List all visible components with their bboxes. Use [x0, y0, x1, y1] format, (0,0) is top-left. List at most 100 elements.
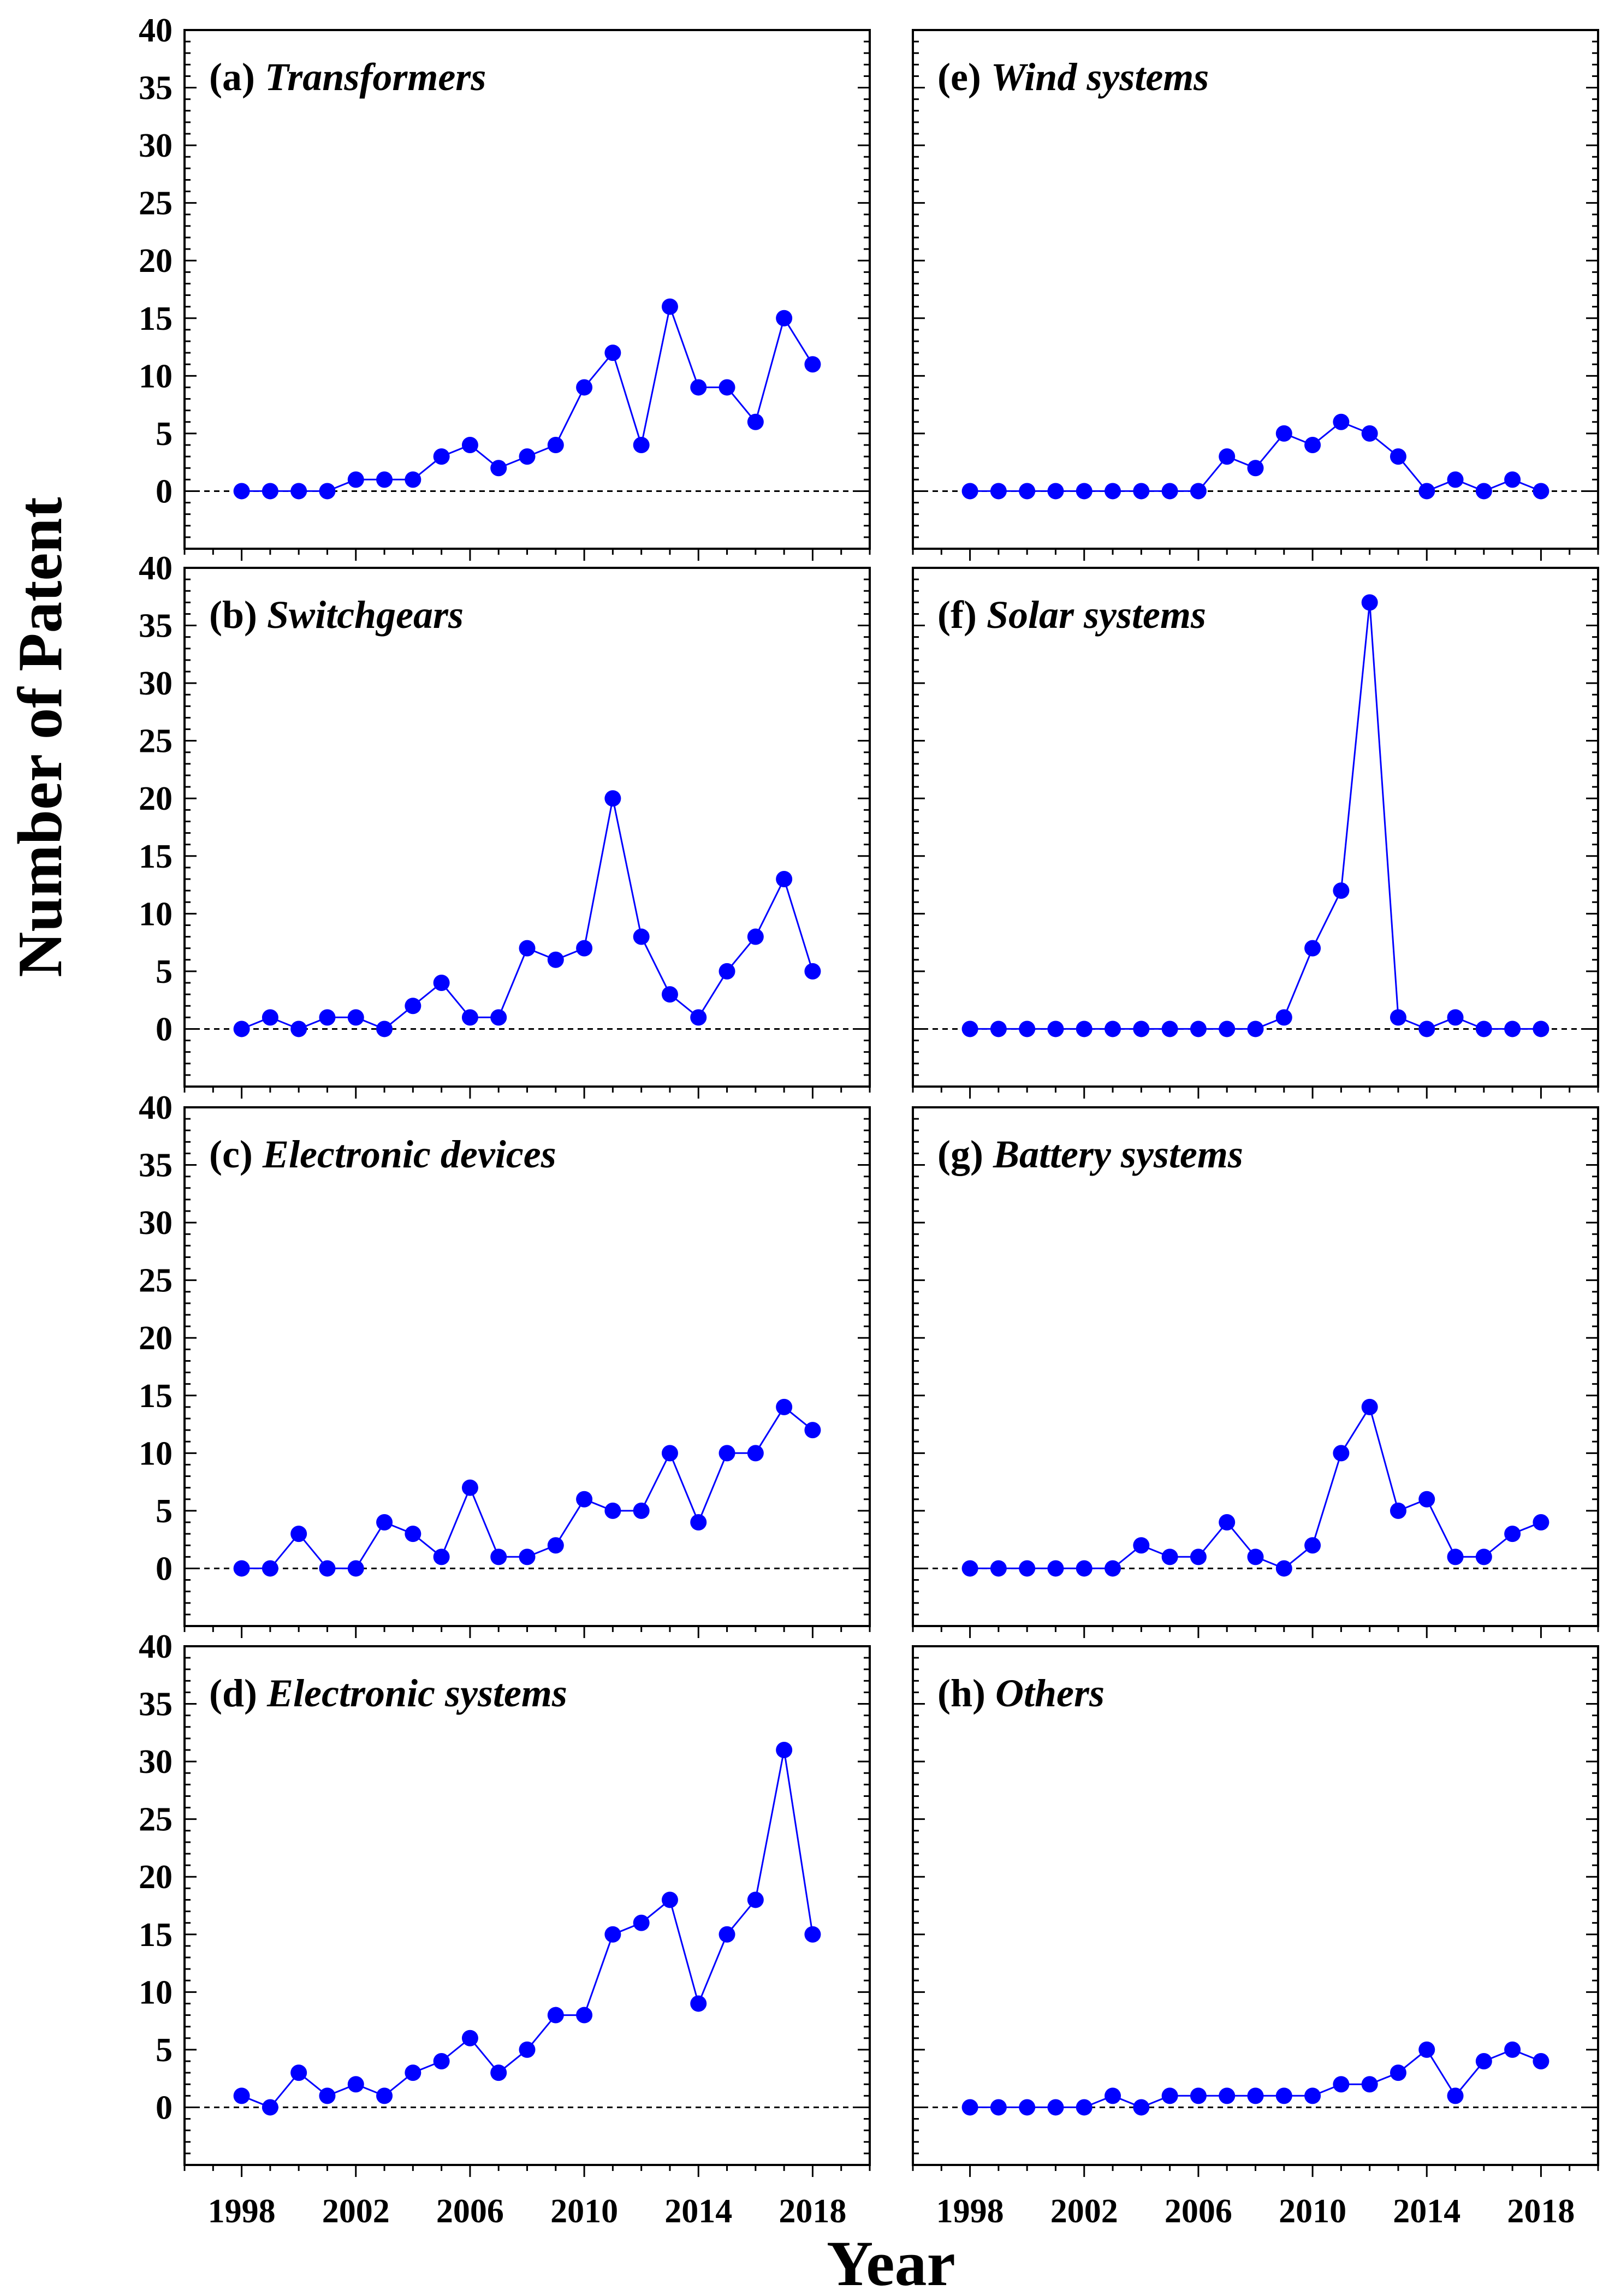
data-point	[1219, 1514, 1236, 1530]
y-axis-title: Number of Patent	[5, 497, 75, 977]
y-tick-label: 30	[139, 1743, 173, 1781]
data-point	[519, 940, 536, 957]
data-point	[233, 1560, 250, 1577]
data-point	[1447, 471, 1464, 488]
x-tick-label: 2018	[779, 2193, 846, 2230]
data-point	[1161, 1549, 1178, 1565]
data-point	[990, 1021, 1007, 1037]
data-point	[719, 379, 735, 396]
panel-category: Switchgears	[267, 593, 464, 637]
data-point	[1247, 460, 1264, 477]
data-point	[719, 963, 735, 980]
data-point	[233, 2087, 250, 2104]
panel-d: 0 5 10 15 20 25 30 35 40 1998 2002 2006 2010 2014 2018…	[139, 1628, 871, 2230]
y-tick-label: 0	[156, 2089, 173, 2126]
y-tick-label: 35	[139, 608, 173, 645]
data-point	[1275, 2087, 1292, 2104]
x-tick-label: 2014	[1393, 2193, 1460, 2230]
x-tick-label: 1998	[936, 2193, 1004, 2230]
data-point	[1418, 483, 1435, 500]
data-point	[747, 1445, 764, 1462]
data-point	[1475, 2053, 1492, 2069]
y-tick-label: 15	[139, 1917, 173, 1954]
y-tick-label: 35	[139, 1686, 173, 1723]
data-point	[1533, 1021, 1549, 1037]
data-point	[490, 1549, 507, 1565]
y-tick-label: 20	[139, 242, 173, 280]
y-tick-label: 10	[139, 1435, 173, 1472]
data-point	[1390, 1009, 1406, 1026]
data-point	[490, 1009, 507, 1026]
y-tick-label: 40	[139, 12, 173, 49]
data-point	[1447, 1009, 1464, 1026]
data-point	[1275, 1009, 1292, 1026]
data-point	[1304, 940, 1321, 957]
data-point	[1333, 882, 1350, 899]
data-point	[290, 1021, 307, 1037]
data-point	[405, 998, 421, 1014]
y-tick-label: 5	[156, 416, 173, 453]
data-point	[804, 1422, 821, 1439]
data-point	[262, 483, 278, 500]
data-point	[1161, 483, 1178, 500]
panel-category: Others	[995, 1671, 1105, 1715]
panel-category: Wind systems	[991, 55, 1209, 99]
data-point	[690, 379, 707, 396]
panel-a: 0 5 10 15 20 25 30 35 40 (a) Transformers	[139, 12, 871, 561]
panel-f: (f) Solar systems	[912, 567, 1599, 1099]
x-tick-label: 2002	[1050, 2193, 1118, 2230]
data-point	[290, 483, 307, 500]
y-tick-label: 30	[139, 665, 173, 702]
data-point	[604, 345, 621, 361]
x-tick-label: 2010	[550, 2193, 618, 2230]
data-point	[519, 2041, 536, 2058]
data-point	[376, 1021, 393, 1037]
data-point	[490, 2064, 507, 2081]
data-point	[1133, 1537, 1150, 1554]
data-point	[319, 1009, 336, 1026]
panel-g: (g) Battery systems	[912, 1106, 1599, 1638]
data-point	[961, 1021, 978, 1037]
data-point	[633, 1914, 650, 1931]
data-point	[1361, 594, 1378, 611]
data-point	[547, 951, 564, 968]
data-point	[633, 1502, 650, 1519]
data-point	[776, 1742, 793, 1758]
y-tick-label: 35	[139, 70, 173, 107]
data-point	[433, 2053, 450, 2069]
y-tick-label: 5	[156, 1493, 173, 1530]
data-point	[661, 298, 678, 315]
data-point	[719, 1445, 735, 1462]
x-tick-label: 2006	[1165, 2193, 1232, 2230]
data-point	[547, 1537, 564, 1554]
data-point	[547, 437, 564, 453]
data-point	[1105, 1560, 1121, 1577]
panel-c: 0 5 10 15 20 25 30 35 40 (c) Electronic devices	[139, 1089, 871, 1638]
data-point	[405, 471, 421, 488]
panel-id: (b)	[209, 593, 267, 637]
data-point	[1504, 2041, 1521, 2058]
data-point	[319, 483, 336, 500]
data-point	[1105, 483, 1121, 500]
data-point	[690, 1009, 707, 1026]
panel-category: Electronic devices	[262, 1132, 556, 1176]
x-tick-label: 2014	[664, 2193, 732, 2230]
data-point	[433, 1549, 450, 1565]
y-tick-label: 0	[156, 1550, 173, 1587]
data-point	[1361, 425, 1378, 442]
data-point	[405, 1526, 421, 1542]
data-point	[776, 1398, 793, 1415]
data-point	[1361, 2076, 1378, 2093]
data-point	[661, 1891, 678, 1908]
y-tick-label: 30	[139, 127, 173, 164]
data-point	[461, 1479, 478, 1496]
data-point	[990, 2099, 1007, 2116]
data-point	[1333, 1445, 1350, 1462]
data-point	[1475, 1549, 1492, 1565]
data-point	[290, 2064, 307, 2081]
data-point	[461, 2030, 478, 2046]
y-tick-label: 10	[139, 358, 173, 395]
data-point	[347, 1009, 364, 1026]
data-point	[1133, 483, 1150, 500]
data-point	[1105, 2087, 1121, 2104]
